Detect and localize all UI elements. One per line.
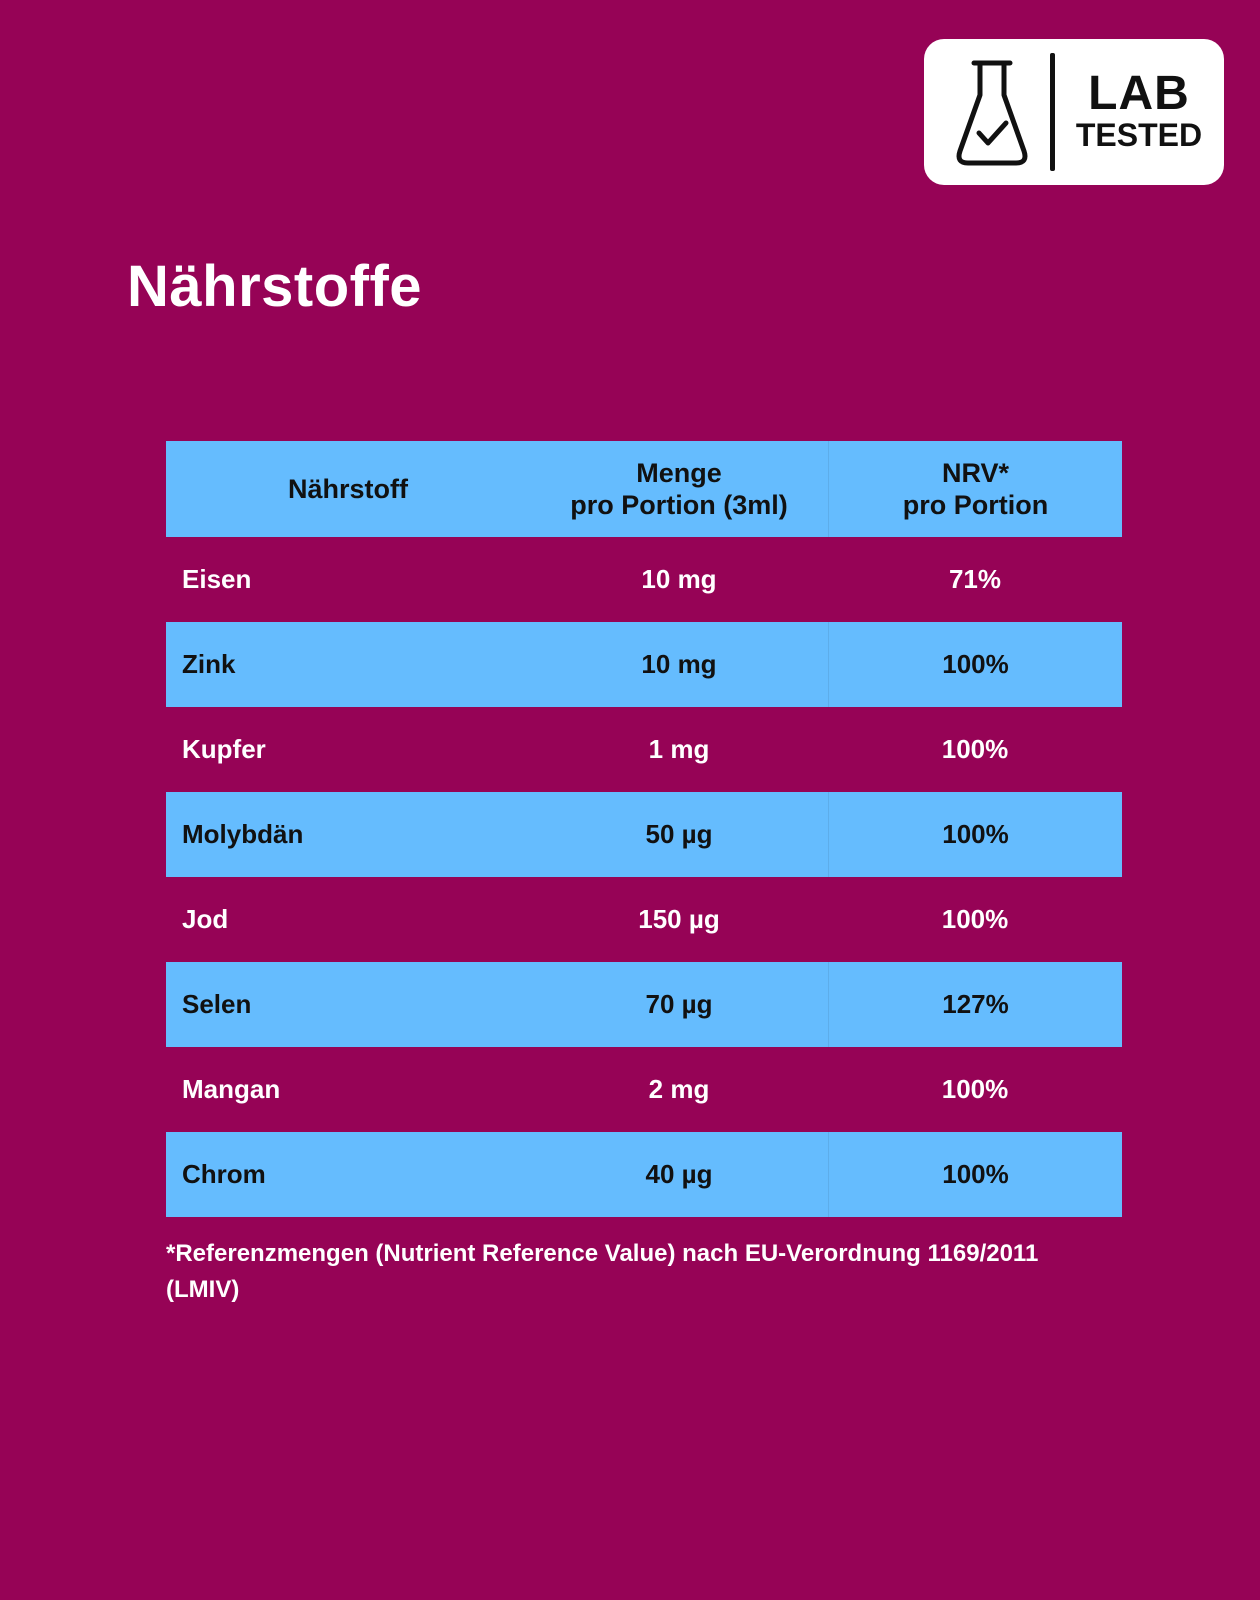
header-nrv-line1: NRV* bbox=[941, 458, 1009, 488]
table-row: Jod 150 µg 100% bbox=[166, 877, 1122, 962]
badge-lab-text: LAB bbox=[1088, 67, 1190, 120]
page-title: Nährstoffe bbox=[127, 254, 423, 319]
header-nrv-label: NRV* pro Portion bbox=[903, 457, 1048, 521]
nutrient-name: Selen bbox=[182, 989, 252, 1019]
flask-check-icon bbox=[956, 60, 1028, 166]
nutrient-table: Nährstoff Menge pro Portion (3ml) NRV* p… bbox=[166, 441, 1122, 1217]
table-row: Molybdän 50 µg 100% bbox=[166, 792, 1122, 877]
header-amount: Menge pro Portion (3ml) bbox=[530, 441, 828, 537]
nrv-footnote: *Referenzmengen (Nutrient Reference Valu… bbox=[166, 1240, 1039, 1303]
nutrient-nrv: 100% bbox=[941, 734, 1009, 764]
nutrient-name: Molybdän bbox=[182, 819, 304, 849]
header-amount-line2: pro Portion (3ml) bbox=[570, 490, 788, 520]
badge-tested-text: TESTED bbox=[1075, 117, 1203, 153]
header-nutrient-label: Nährstoff bbox=[288, 474, 408, 504]
nutrient-name: Eisen bbox=[182, 564, 252, 594]
table-row: Kupfer 1 mg 100% bbox=[166, 707, 1122, 792]
nutrient-amount: 10 mg bbox=[641, 649, 717, 679]
badge-divider bbox=[1050, 53, 1055, 171]
nutrient-nrv: 100% bbox=[828, 1132, 1122, 1217]
nutrient-name: Kupfer bbox=[182, 734, 266, 764]
table-row: Eisen 10 mg 71% bbox=[166, 537, 1122, 622]
nutrient-nrv: 100% bbox=[828, 622, 1122, 707]
nutrient-nrv: 100% bbox=[828, 792, 1122, 877]
table-row: Mangan 2 mg 100% bbox=[166, 1047, 1122, 1132]
nutrient-nrv: 100% bbox=[941, 1074, 1009, 1104]
nutrient-nrv: 100% bbox=[941, 904, 1009, 934]
nutrient-name: Zink bbox=[182, 649, 236, 679]
nutrient-amount: 50 µg bbox=[645, 819, 713, 849]
table-header-row: Nährstoff Menge pro Portion (3ml) NRV* p… bbox=[166, 441, 1122, 537]
nutrient-nrv: 71% bbox=[948, 564, 1002, 594]
nutrient-amount: 1 mg bbox=[648, 734, 710, 764]
header-amount-label: Menge pro Portion (3ml) bbox=[570, 457, 788, 521]
nutrient-amount: 2 mg bbox=[648, 1074, 710, 1104]
nutrient-amount: 10 mg bbox=[641, 564, 717, 594]
nutrient-name: Chrom bbox=[182, 1159, 266, 1189]
header-nrv-line2: pro Portion bbox=[902, 490, 1049, 520]
nutrient-amount: 150 µg bbox=[638, 904, 720, 934]
header-nrv: NRV* pro Portion bbox=[828, 441, 1122, 537]
table-row: Chrom 40 µg 100% bbox=[166, 1132, 1122, 1217]
nutrient-nrv: 127% bbox=[828, 962, 1122, 1047]
table-row: Selen 70 µg 127% bbox=[166, 962, 1122, 1047]
nutrient-name: Jod bbox=[182, 904, 229, 934]
lab-tested-badge: LAB TESTED bbox=[924, 39, 1224, 185]
header-amount-line1: Menge bbox=[636, 458, 722, 488]
nutrient-amount: 40 µg bbox=[645, 1159, 713, 1189]
nutrient-amount: 70 µg bbox=[645, 989, 713, 1019]
table-row: Zink 10 mg 100% bbox=[166, 622, 1122, 707]
nutrient-name: Mangan bbox=[182, 1074, 281, 1104]
header-nutrient: Nährstoff bbox=[166, 441, 530, 537]
